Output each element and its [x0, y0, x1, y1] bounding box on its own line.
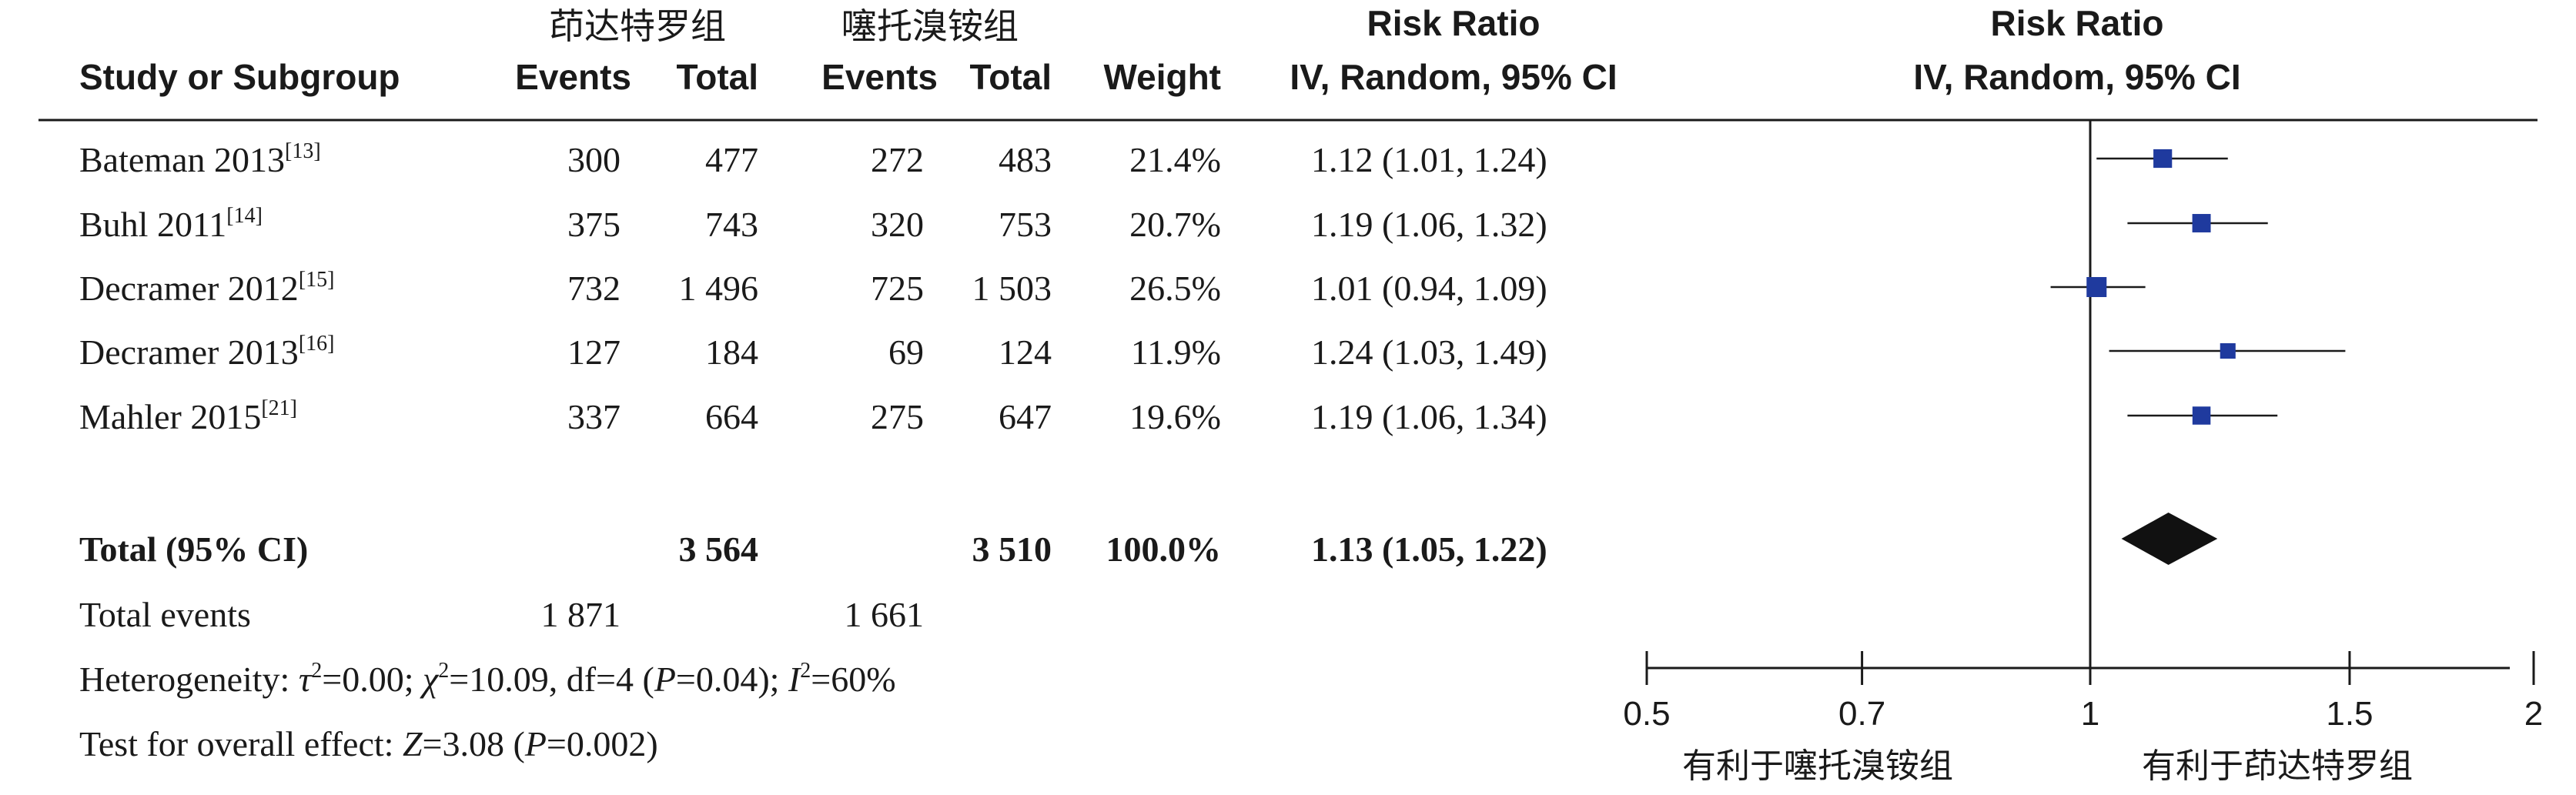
plot-title: Risk Ratio — [1991, 3, 2164, 43]
risk-ratio-ci: 1.12 (1.01, 1.24) — [1311, 140, 1547, 179]
rr-column-title: Risk Ratio — [1367, 3, 1541, 43]
total-ci: 1.13 (1.05, 1.22) — [1311, 529, 1547, 569]
x-tick-label: 1 — [2081, 695, 2099, 733]
study-rows: Bateman 2013[13] 300 477 272 483 21.4% 1.12 (1… — [79, 139, 1547, 436]
total-group2-total: 3 510 — [972, 529, 1052, 569]
group1-total: 1 496 — [679, 269, 759, 308]
study-name: Bateman 2013[13] — [79, 139, 321, 179]
group2-total: 124 — [999, 332, 1052, 372]
x-tick-label: 2 — [2524, 695, 2543, 733]
group1-total: 477 — [705, 140, 758, 179]
total-events-label: Total events — [79, 595, 251, 634]
group1-events: 127 — [567, 332, 621, 372]
study-marker — [2192, 214, 2211, 232]
risk-ratio-ci: 1.01 (0.94, 1.09) — [1311, 269, 1547, 308]
table-row: Buhl 2011[14] 375 743 320 753 20.7% 1.19 (1.06… — [79, 204, 1547, 244]
rr-column-method: IV, Random, 95% CI — [1290, 57, 1617, 97]
table-row: Decramer 2012[15] 732 1 496 725 1 503 26.5% 1.… — [79, 268, 1547, 308]
group2-total: 647 — [999, 397, 1052, 436]
group2-events: 320 — [871, 205, 924, 244]
total-label: Total (95% CI) — [79, 529, 308, 569]
group2-events: 725 — [871, 269, 924, 308]
study-marker — [2220, 342, 2236, 359]
table-row: Decramer 2013[16] 127 184 69 124 11.9% 1.24 (1… — [79, 332, 1547, 372]
weight: 11.9% — [1131, 332, 1221, 372]
group2-events: 272 — [871, 140, 924, 179]
weight: 21.4% — [1129, 140, 1221, 179]
group1-events: 300 — [567, 140, 621, 179]
total-group1-total: 3 564 — [679, 529, 759, 569]
plot-method: IV, Random, 95% CI — [1913, 57, 2240, 97]
group2-total-header: Total — [970, 57, 1052, 97]
study-name: Mahler 2015[21] — [79, 396, 297, 436]
study-name: Decramer 2012[15] — [79, 268, 334, 308]
risk-ratio-ci: 1.19 (1.06, 1.32) — [1311, 205, 1547, 244]
group1-total: 184 — [705, 332, 758, 372]
table-row: Bateman 2013[13] 300 477 272 483 21.4% 1.12 (1… — [79, 139, 1547, 179]
favours-right-label: 有利于茚达特罗组 — [2142, 747, 2413, 786]
group1-events-header: Events — [515, 57, 631, 97]
group1-events: 375 — [567, 205, 621, 244]
weight: 19.6% — [1129, 397, 1221, 436]
group1-total-header: Total — [677, 57, 758, 97]
group1-total: 743 — [705, 205, 758, 244]
study-marker — [2086, 276, 2107, 298]
study-name: Decramer 2013[16] — [79, 332, 334, 372]
weight-header: Weight — [1104, 57, 1221, 97]
total-weight: 100.0% — [1106, 529, 1222, 569]
table-row: Mahler 2015[21] 337 664 275 647 19.6% 1.19 (1.… — [79, 396, 1547, 436]
favours-left-label: 有利于噻托溴铵组 — [1682, 747, 1953, 786]
group2-total: 1 503 — [972, 269, 1052, 308]
study-marker — [2153, 149, 2173, 169]
group2-total: 483 — [999, 140, 1052, 179]
group1-header: 茚达特罗组 — [549, 5, 726, 47]
group2-total: 753 — [999, 205, 1052, 244]
group2-events: 275 — [871, 397, 924, 436]
group1-total: 664 — [705, 397, 758, 436]
heterogeneity-line: Heterogeneity: τ2=0.00; χ2=10.09, df=4 (… — [79, 659, 896, 699]
pooled-effect-diamond — [2121, 513, 2218, 565]
group1-events: 337 — [567, 397, 621, 436]
total-events-group2: 1 661 — [845, 595, 925, 634]
group2-events: 69 — [888, 332, 924, 372]
group2-events-header: Events — [821, 57, 938, 97]
forest-plot: 0.5 0.7 1 1.5 2 有利于噻托溴铵组 有利于茚达特罗组 — [1623, 120, 2543, 786]
x-tick-label: 1.5 — [2326, 695, 2373, 733]
group2-header: 噻托溴铵组 — [841, 5, 1019, 47]
weight: 20.7% — [1129, 205, 1221, 244]
study-name: Buhl 2011[14] — [79, 204, 263, 244]
study-column-header: Study or Subgroup — [79, 57, 400, 97]
weight: 26.5% — [1129, 269, 1221, 308]
x-tick-label: 0.7 — [1838, 695, 1885, 733]
x-tick-label: 0.5 — [1623, 695, 1670, 733]
risk-ratio-ci: 1.19 (1.06, 1.34) — [1311, 397, 1547, 436]
study-marker — [2192, 406, 2211, 425]
overall-effect-line: Test for overall effect: Z=3.08 (P=0.002… — [79, 724, 658, 763]
total-events-group1: 1 871 — [541, 595, 621, 634]
risk-ratio-ci: 1.24 (1.03, 1.49) — [1311, 332, 1547, 372]
group1-events: 732 — [567, 269, 621, 308]
